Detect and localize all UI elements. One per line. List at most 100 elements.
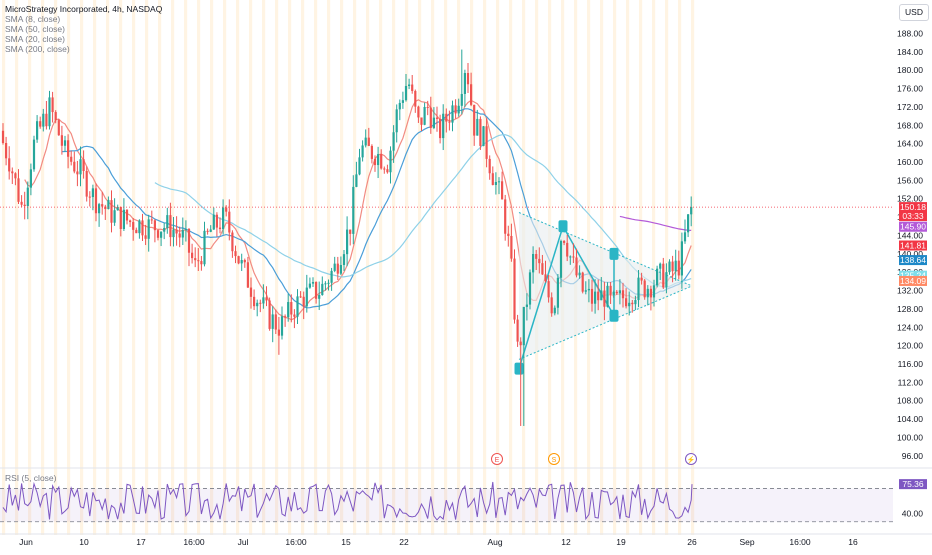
candle-body (370, 145, 373, 159)
candle-body (454, 105, 457, 114)
time-tick-label: Sep (739, 537, 754, 547)
candle-body (132, 222, 135, 230)
candle-body (380, 154, 383, 169)
candle-body (253, 296, 256, 307)
candle-body (200, 261, 203, 265)
session-band (288, 0, 292, 535)
price-tick-label: 184.00 (897, 47, 923, 57)
candle-body (594, 291, 597, 304)
candle-body (547, 281, 550, 298)
candle-body (668, 261, 671, 273)
event-marker-label: E (495, 457, 500, 464)
session-band (184, 0, 188, 535)
price-tick-label: 112.00 (898, 377, 924, 387)
candle-body (559, 241, 563, 278)
candle-body (606, 285, 609, 307)
candle-body (640, 277, 643, 281)
candle-body (194, 258, 197, 261)
sma-50-label: SMA (50, close) (5, 24, 65, 34)
candle-body (122, 209, 125, 229)
price-tag-label: 134.09 (900, 276, 926, 286)
candle-body (643, 280, 646, 298)
session-band (405, 0, 409, 535)
candle-body (293, 314, 296, 317)
candle-body (280, 316, 284, 336)
candle-body (349, 229, 352, 234)
event-marker (685, 453, 697, 465)
time-tick-label: 22 (399, 537, 409, 547)
price-tick-label: 156.00 (897, 175, 923, 185)
candle-body (435, 117, 439, 119)
session-band (2, 0, 6, 535)
candle-body (29, 169, 32, 188)
candle-body (525, 304, 528, 307)
candle-body (85, 170, 88, 197)
candle-body (209, 229, 212, 232)
session-band (431, 0, 435, 535)
price-tick-label: 164.00 (897, 139, 923, 149)
candle-body (48, 97, 51, 127)
candle-body (411, 84, 414, 91)
candle-body (76, 171, 79, 175)
rsi-band (0, 488, 893, 522)
time-tick-label: Jul (238, 537, 249, 547)
session-band (379, 0, 383, 535)
candle-body (401, 100, 404, 103)
session-band (28, 0, 32, 535)
candle-body (197, 260, 200, 262)
candle-body (259, 302, 262, 304)
candle-body (361, 145, 364, 158)
candle-body (395, 109, 398, 133)
price-tag (899, 240, 927, 251)
candle-body (553, 307, 556, 314)
session-band (353, 0, 357, 535)
price-tag-label: 141.81 (900, 241, 926, 251)
candle-body (389, 150, 392, 173)
candle-body (206, 230, 209, 232)
time-tick-label: 10 (79, 537, 89, 547)
currency-button[interactable]: USD (899, 4, 929, 21)
candle-body (212, 214, 215, 230)
session-band (249, 0, 253, 535)
session-band (145, 0, 149, 535)
candle-body (249, 287, 253, 297)
candle-body (262, 297, 265, 304)
candle-body (187, 229, 191, 253)
time-tick-label: 15 (341, 537, 351, 547)
candle-body (178, 233, 181, 238)
candle-body (442, 113, 445, 139)
candle-body (625, 298, 628, 307)
price-tick-label: 100.00 (897, 432, 923, 442)
candle-body (355, 174, 358, 187)
candle-body (507, 233, 510, 236)
rsi-pane: 40.00 75.36 (0, 467, 932, 523)
candle-body (32, 139, 36, 170)
rsi-label: RSI (5, close) (5, 473, 57, 483)
session-band (691, 0, 695, 535)
time-tick-label: 16:00 (183, 537, 205, 547)
candle-body (470, 84, 473, 105)
candle-body (321, 283, 324, 296)
candle-body (504, 199, 507, 234)
candle-body (315, 282, 318, 299)
price-tick-label: 172.00 (897, 102, 923, 112)
candle-body (581, 272, 584, 292)
candle-body (125, 209, 129, 221)
price-tick-label: 188.00 (897, 28, 923, 38)
candle-body (144, 235, 147, 239)
candle-body (305, 287, 308, 307)
candle-body (687, 214, 690, 233)
candle-body (519, 341, 522, 346)
candle-body (237, 256, 240, 264)
candle-body (336, 263, 339, 274)
candle-body (556, 277, 559, 308)
session-band (80, 0, 84, 535)
session-band (444, 0, 448, 535)
candle-body (656, 268, 659, 286)
session-band (457, 0, 461, 535)
price-tag-countdown: 03:33 (902, 211, 924, 221)
candle-body (287, 302, 290, 318)
candle-body (423, 106, 426, 125)
